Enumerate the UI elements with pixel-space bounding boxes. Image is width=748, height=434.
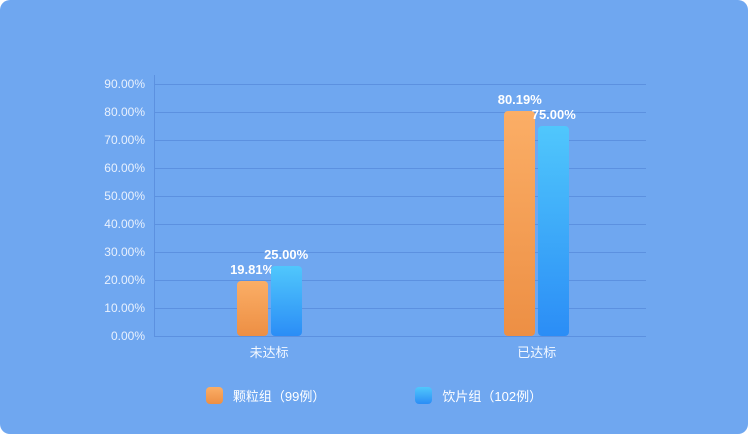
bar-granule-group[interactable] — [236, 280, 268, 336]
legend: 颗粒组（99例） 饮片组（102例） — [0, 386, 748, 405]
legend-label-granule-group: 颗粒组（99例） — [232, 389, 326, 404]
bar-decoction-group[interactable] — [270, 266, 302, 336]
bar-value-label: 75.00% — [531, 107, 576, 122]
granule-group-swatch-icon — [205, 387, 223, 404]
category-label: 已达标 — [517, 345, 557, 360]
y-axis-line — [154, 75, 155, 336]
y-axis-tick-label: 40.00% — [104, 217, 145, 231]
decoction-group-swatch-icon — [415, 387, 433, 404]
y-axis-tick-label: 70.00% — [104, 133, 145, 147]
gridline — [154, 308, 646, 309]
gridline — [154, 252, 646, 253]
gridline — [154, 84, 646, 85]
y-axis-tick-label: 50.00% — [104, 189, 145, 203]
gridline — [154, 196, 646, 197]
bar-value-label: 80.19% — [497, 92, 542, 108]
y-axis-tick-label: 0.00% — [110, 329, 145, 343]
y-axis-tick-label: 30.00% — [104, 245, 145, 259]
gridline — [154, 280, 646, 281]
y-axis-tick-label: 90.00% — [104, 77, 145, 91]
bar-decoction-group[interactable] — [538, 126, 570, 336]
gridline — [154, 168, 646, 169]
bar-value-label: 25.00% — [264, 247, 309, 262]
legend-item-decoction-group[interactable]: 饮片组（102例） — [415, 386, 542, 405]
legend-item-granule-group[interactable]: 颗粒组（99例） — [205, 386, 326, 405]
gridline — [154, 140, 646, 141]
y-axis-tick-label: 60.00% — [104, 161, 145, 175]
legend-label-decoction-group: 饮片组（102例） — [442, 389, 543, 404]
y-axis-tick-label: 80.00% — [104, 105, 145, 119]
y-axis-tick-label: 20.00% — [104, 273, 145, 287]
bar-value-label: 19.81% — [230, 261, 275, 277]
bar-granule-group[interactable] — [504, 111, 536, 336]
category-label: 未达标 — [249, 345, 289, 360]
gridline — [154, 112, 646, 113]
gridline — [154, 336, 646, 337]
gridline — [154, 224, 646, 225]
y-axis-tick-label: 10.00% — [104, 301, 145, 315]
